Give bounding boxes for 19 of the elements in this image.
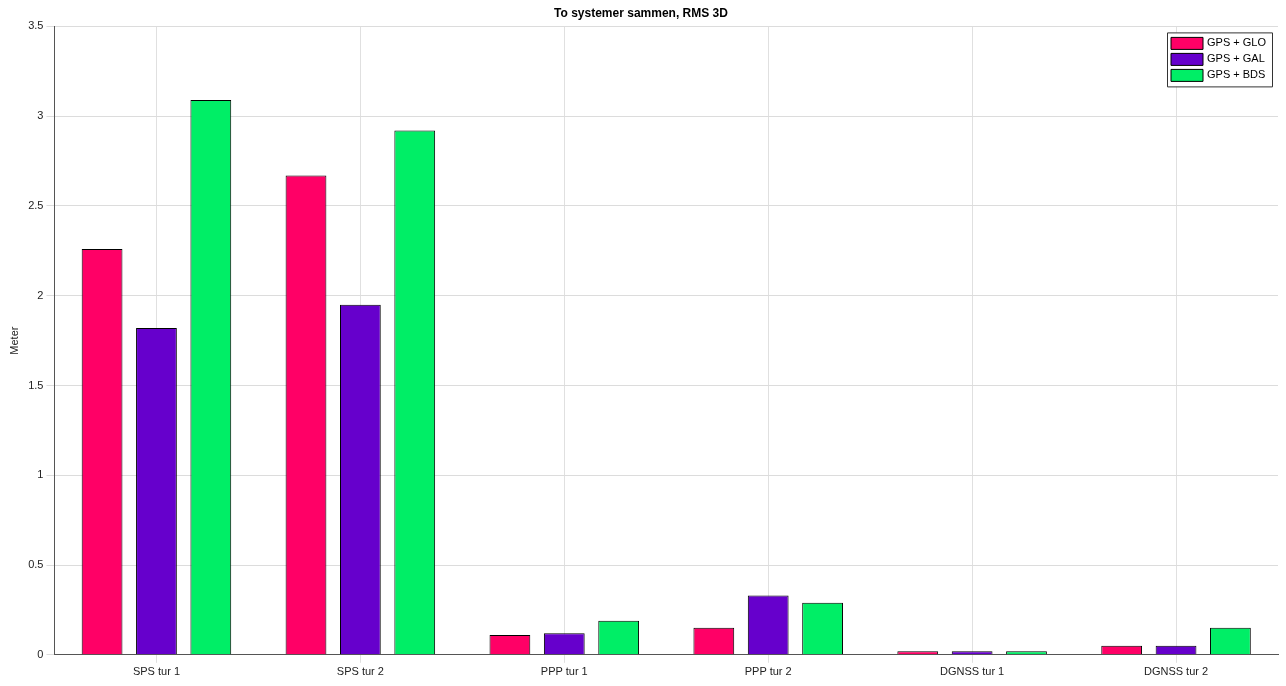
x-tick-label: PPP tur 1: [540, 665, 588, 678]
y-tick-label: 2.5: [28, 198, 44, 211]
y-tick-label: 1.5: [28, 378, 44, 391]
x-tick-label: DGNSS tur 1: [940, 665, 1005, 678]
y-axis-title: Meter: [7, 326, 20, 355]
y-tick-label: 3: [37, 109, 44, 122]
legend-label: GPS + BDS: [1207, 68, 1266, 81]
y-tick-label: 3.5: [28, 19, 44, 32]
y-tick-label: 0: [37, 647, 44, 660]
legend-label: GPS + GLO: [1207, 36, 1267, 49]
x-tick-label: SPS tur 1: [132, 665, 180, 678]
x-tick-label: SPS tur 2: [336, 665, 384, 678]
y-tick-label: 0.5: [28, 558, 44, 571]
x-tick-label: DGNSS tur 2: [1143, 665, 1209, 678]
y-tick-label: 2: [37, 288, 44, 301]
y-tick-label: 1: [37, 468, 44, 481]
legend-label: GPS + GAL: [1207, 52, 1265, 65]
x-tick-label: PPP tur 2: [744, 665, 792, 678]
chart-title: To systemer sammen, RMS 3D: [554, 5, 729, 20]
